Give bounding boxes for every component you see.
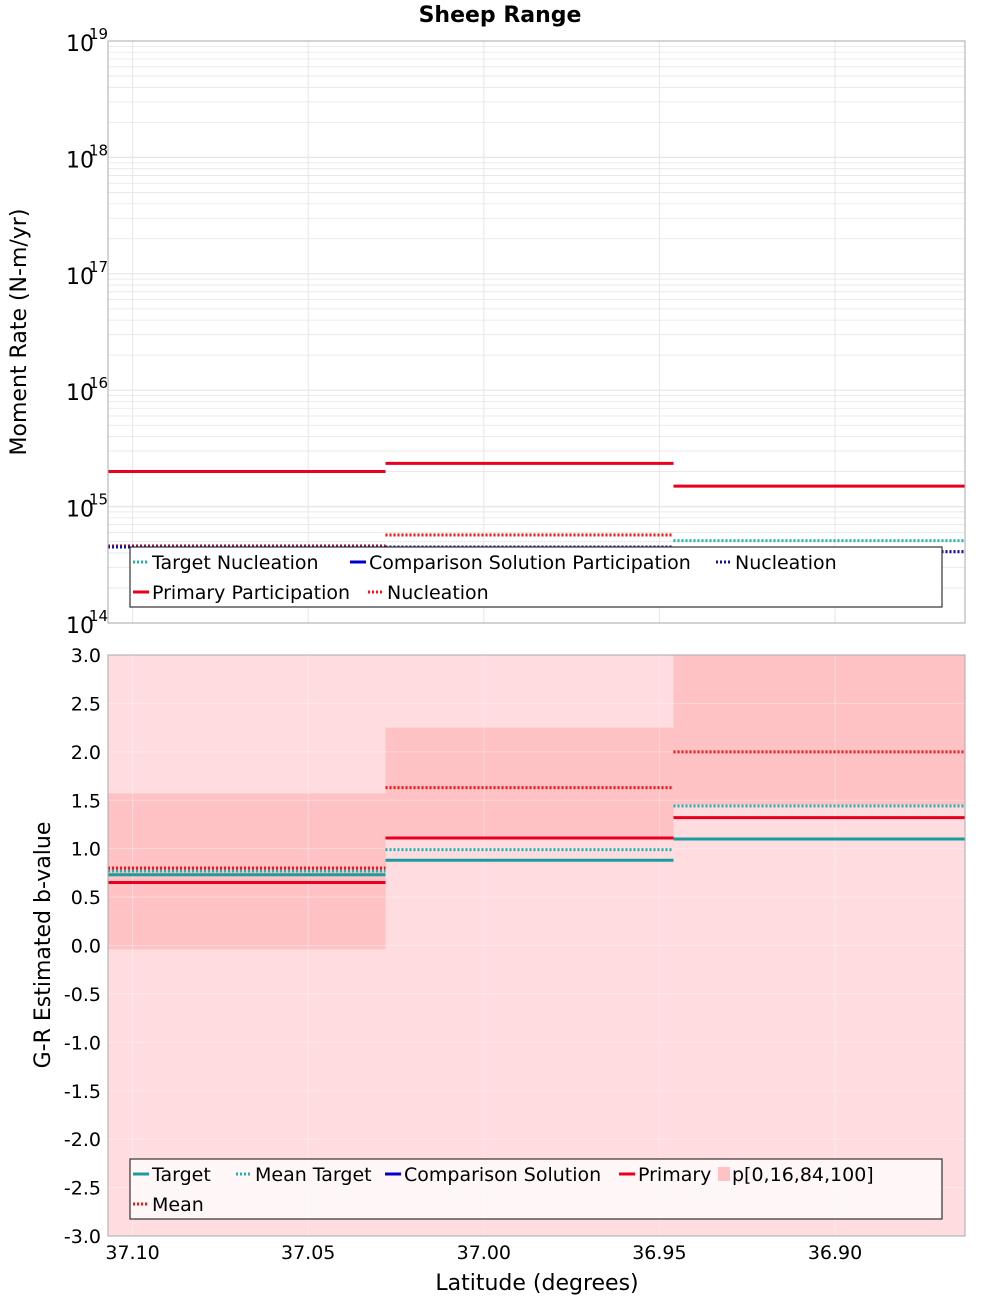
y-tick-label: -1.5	[64, 1081, 101, 1103]
y-tick-base: 10	[66, 32, 94, 57]
legend-label: Target	[151, 1164, 211, 1186]
legend-label: Mean Target	[255, 1164, 372, 1186]
legend-label: Primary Participation	[152, 582, 350, 604]
y-tick-exponent: 18	[89, 141, 108, 159]
y-tick-label: 1.0	[71, 839, 101, 861]
y-tick-label: 3.0	[71, 645, 101, 667]
y-tick-label: 0.0	[71, 936, 101, 958]
y-tick-base: 10	[66, 614, 94, 639]
legend-box	[129, 546, 943, 608]
legend-item: Mean	[133, 1194, 204, 1216]
legend-item: Mean Target	[236, 1164, 372, 1186]
legend-label: Comparison Solution Participation	[369, 552, 691, 574]
band-inner	[673, 655, 965, 806]
y-tick-base: 10	[66, 265, 94, 290]
y-tick-base: 10	[66, 498, 94, 523]
legend-label: Nucleation	[735, 552, 837, 574]
x-tick-label: 37.00	[457, 1242, 511, 1264]
legend-item: Nucleation	[716, 552, 837, 574]
top-plot-area	[108, 41, 965, 623]
y-tick-label: 2.0	[71, 742, 101, 764]
y-tick-label: 2.5	[71, 693, 101, 715]
top-plot-frame	[107, 40, 966, 624]
top-legend: Target Nucleation Comparison Solution Par…	[129, 546, 943, 608]
legend-label: Target Nucleation	[151, 552, 319, 574]
x-axis-label: Latitude (degrees)	[435, 1271, 638, 1296]
y-tick-exponent: 19	[89, 25, 108, 43]
bottom-legend: Target Mean Target Comparison Solution Prim…	[129, 1158, 943, 1220]
y-tick-label: -3.0	[64, 1226, 101, 1248]
bottom-plot-frame	[107, 654, 966, 1237]
y-tick-label: -1.0	[64, 1032, 101, 1054]
y-tick-label: -2.5	[64, 1178, 101, 1200]
legend-item: Primary	[619, 1164, 711, 1186]
y-tick-base: 10	[66, 148, 94, 173]
x-tick-label: 37.05	[281, 1242, 335, 1264]
legend-item: Nucleation	[368, 582, 489, 604]
y-tick-label: -0.5	[64, 984, 101, 1006]
chart-title: Sheep Range	[419, 3, 582, 28]
legend-box	[129, 1158, 943, 1220]
legend-label: Nucleation	[387, 582, 489, 604]
y-tick-base: 10	[66, 381, 94, 406]
y-tick-label: 0.5	[71, 887, 101, 909]
y-tick-exponent: 14	[89, 607, 108, 625]
y-tick-exponent: 16	[89, 374, 108, 392]
x-tick-label: 36.90	[808, 1242, 862, 1264]
legend-item: Comparison Solution	[385, 1164, 601, 1186]
legend-item: p[0,16,84,100]	[718, 1164, 874, 1186]
x-tick-label: 37.10	[105, 1242, 159, 1264]
legend-item: Comparison Solution Participation	[350, 552, 691, 574]
y-tick-label: 1.5	[71, 790, 101, 812]
legend-label: Comparison Solution	[404, 1164, 601, 1186]
legend-item: Target Nucleation	[133, 552, 319, 574]
legend-item: Target	[133, 1164, 211, 1186]
x-tick-label: 36.95	[632, 1242, 686, 1264]
b-value-plot: -3.0 -2.5 -2.0 -1.5 -1.0 -0.5 0.0 0.5 1.0 1.5 2.0 2…	[64, 645, 966, 1264]
band-inner	[385, 727, 674, 839]
y-tick-exponent: 15	[89, 491, 108, 509]
bottom-y-axis-label: G-R Estimated b-value	[31, 822, 56, 1069]
y-tick-label: -2.0	[64, 1129, 101, 1151]
legend-item: Primary Participation	[133, 582, 350, 604]
legend-swatch	[718, 1167, 730, 1181]
y-tick-exponent: 17	[89, 258, 108, 276]
legend-label: p[0,16,84,100]	[732, 1164, 874, 1186]
legend-label: Primary	[638, 1164, 711, 1186]
band-inner	[108, 793, 386, 950]
top-y-axis-label: Moment Rate (N-m/yr)	[7, 209, 32, 456]
legend-label: Mean	[152, 1194, 204, 1216]
